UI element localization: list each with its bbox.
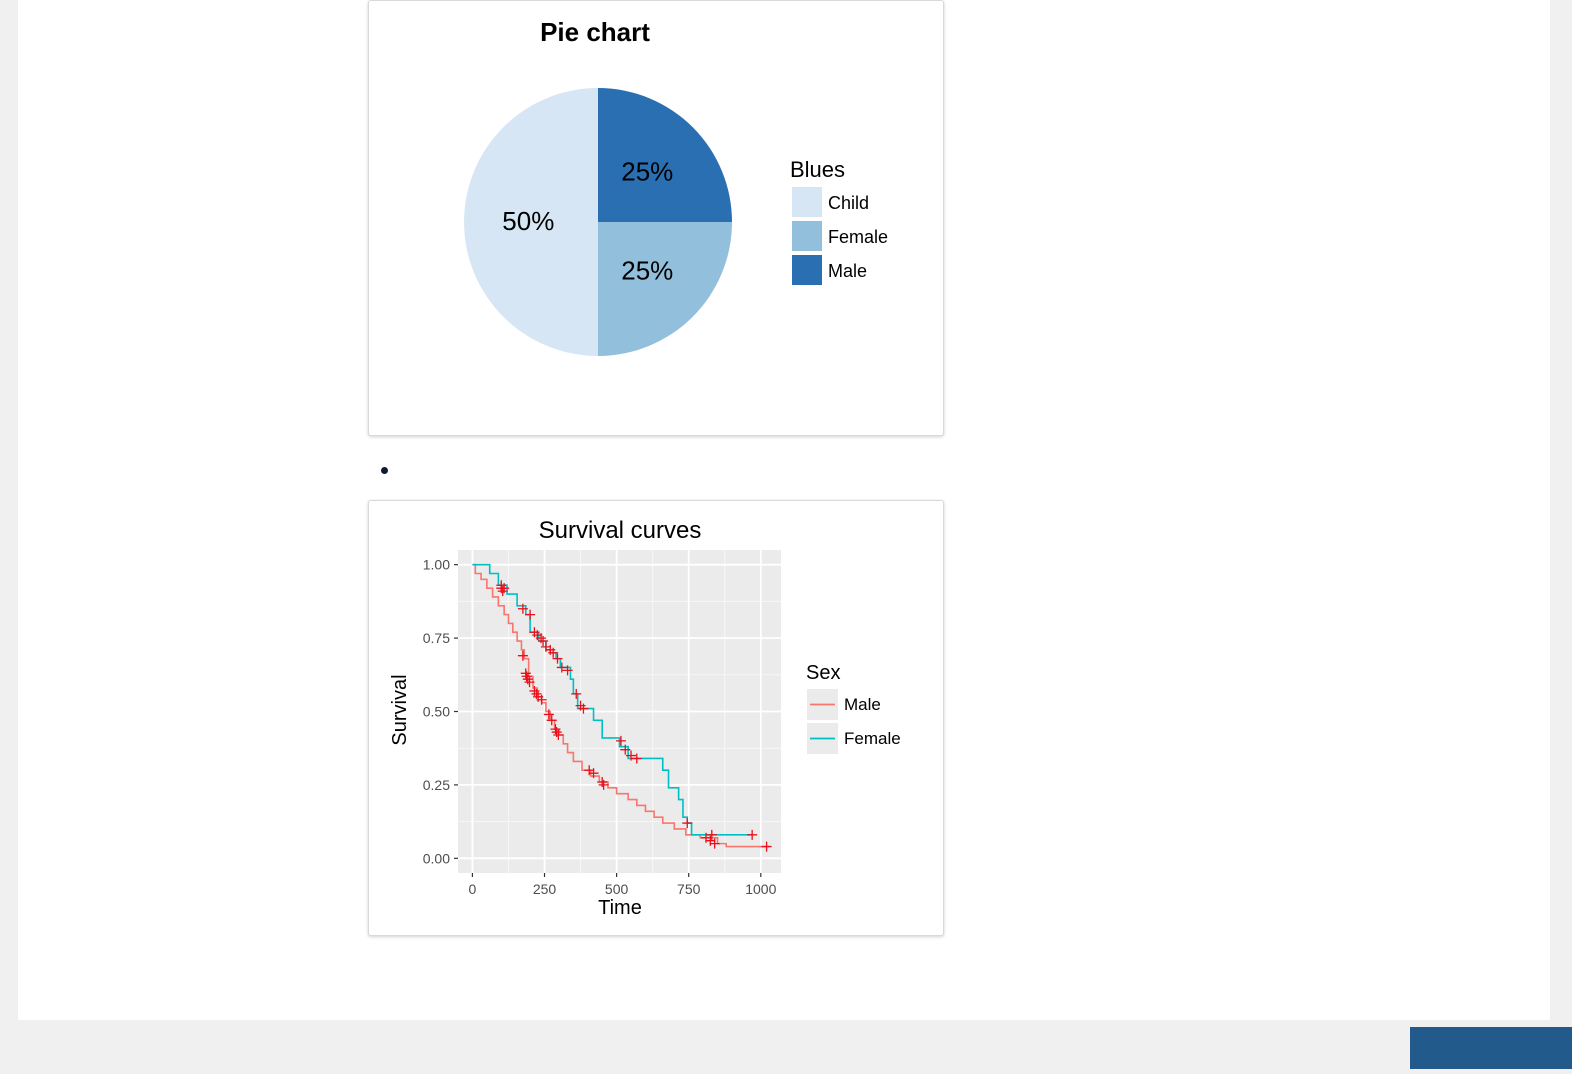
- survival-chart-title: Survival curves: [539, 517, 702, 544]
- censor-mark-female: [548, 647, 559, 658]
- y-tick-label: 0.00: [423, 850, 450, 866]
- censor-mark-female: [706, 829, 717, 840]
- pie-label-female: 25%: [621, 255, 673, 285]
- survival-chart-figure: Survival curves 0.00 0.25 0.50 0.75 1.00 0 250…: [368, 500, 944, 936]
- pie-chart-title: Pie chart: [540, 17, 650, 47]
- pie-label-child: 50%: [502, 206, 554, 236]
- censor-mark-male: [761, 841, 772, 852]
- censor-mark-male: [553, 729, 564, 740]
- footer-block: [1410, 1027, 1572, 1069]
- legend-label-female: Female: [844, 729, 901, 748]
- censor-mark-female: [525, 609, 536, 620]
- pie-slice-female: [598, 222, 732, 356]
- censor-mark-female: [556, 662, 567, 673]
- censor-mark-male: [588, 768, 599, 779]
- pie-legend-title: Blues: [790, 157, 845, 182]
- legend-key-female: [792, 221, 822, 251]
- x-tick-label: 0: [469, 881, 477, 897]
- censor-mark-female: [499, 583, 510, 594]
- survival-legend-title: Sex: [806, 662, 840, 684]
- censor-mark-female: [747, 829, 758, 840]
- survival-chart: Survival curves 0.00 0.25 0.50 0.75 1.00 0 250…: [389, 517, 901, 919]
- censor-mark-male: [536, 694, 547, 705]
- censor-mark-female: [620, 744, 631, 755]
- pie-label-male: 25%: [621, 157, 673, 187]
- censor-mark-female: [626, 750, 637, 761]
- censor-mark-female: [552, 653, 563, 664]
- censor-mark-female: [615, 735, 626, 746]
- censor-mark-female: [682, 818, 693, 829]
- pie-slice-male: [598, 88, 732, 222]
- censor-mark-female: [578, 703, 589, 714]
- legend-key-child: [792, 187, 822, 217]
- legend-label-male: Male: [828, 261, 867, 281]
- censor-mark-female: [517, 603, 528, 614]
- x-tick-label: 500: [605, 881, 629, 897]
- censor-mark-female: [571, 688, 582, 699]
- y-tick-label: 0.75: [423, 630, 450, 646]
- pie-chart-figure: Pie chart 25% 25% 50% Blues Child Female Mal…: [368, 0, 944, 436]
- censor-mark-male: [598, 779, 609, 790]
- x-axis-label: Time: [598, 897, 642, 919]
- y-axis-label: Survival: [389, 674, 411, 745]
- legend-label-child: Child: [828, 193, 869, 213]
- legend-label-female: Female: [828, 227, 888, 247]
- y-tick-label: 0.50: [423, 704, 450, 720]
- x-tick-label: 1000: [745, 881, 776, 897]
- legend-label-male: Male: [844, 695, 881, 714]
- y-tick-label: 1.00: [423, 557, 450, 573]
- y-tick-label: 0.25: [423, 777, 450, 793]
- legend-key-male: [792, 255, 822, 285]
- series-line-female: [472, 563, 753, 836]
- pie-chart: Pie chart 25% 25% 50% Blues Child Female Mal…: [464, 17, 888, 356]
- pie-slice-child: [464, 88, 598, 356]
- list-bullet: [381, 467, 388, 474]
- censor-mark-male: [543, 709, 554, 720]
- censor-mark-male: [709, 838, 720, 849]
- censor-mark-male: [524, 677, 535, 688]
- censor-mark-male: [517, 650, 528, 661]
- censor-mark-female: [538, 636, 549, 647]
- censor-mark-female: [631, 753, 642, 764]
- footer-bar: [0, 1027, 1572, 1074]
- x-tick-label: 750: [677, 881, 701, 897]
- censor-mark-female: [562, 665, 573, 676]
- x-tick-label: 250: [533, 881, 557, 897]
- censor-mark-male: [546, 715, 557, 726]
